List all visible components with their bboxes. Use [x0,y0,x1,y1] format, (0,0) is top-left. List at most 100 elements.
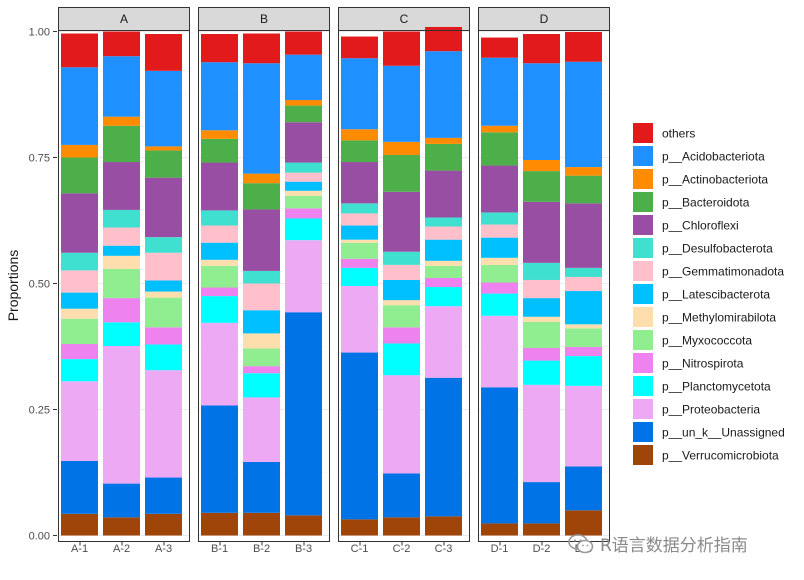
bar-segment-p--proteobacteria [481,315,518,388]
bar-segment-p--nitrospirota [61,343,98,360]
bar-segment-p--latescibacterota [425,239,462,261]
bar-segment-p--bacteroidota [285,105,322,123]
legend-key [633,146,653,166]
bar-segment-p--verrucomicrobiota [383,517,420,536]
bar-segment-p--actinobacteriota [201,130,238,139]
legend-key [633,261,653,281]
bar-segment-p--bacteroidota [243,183,280,210]
bar-segment-p--desulfobacterota [103,209,140,228]
bar-segment-p--gemmatimonadota [61,270,98,293]
bar-segment-p--un-k--unassigned [61,460,98,514]
bar-segment-p--proteobacteria [285,240,322,313]
bar-segment-p--acidobacteriota [285,54,322,101]
bar-segment-p--gemmatimonadota [243,283,280,311]
bar-segment-p--methylomirabilota [481,257,518,265]
watermark: R语言数据分析指南 [568,531,748,556]
bar-segment-p--acidobacteriota [565,61,602,168]
bar-segment-p--acidobacteriota [201,62,238,131]
bar-segment-p--nitrospirota [145,327,182,345]
bar-segment-others [341,36,378,59]
bar-segment-p--desulfobacterota [61,252,98,271]
bar-segment-p--nitrospirota [383,327,420,344]
bar-segment-p--gemmatimonadota [145,252,182,281]
bar-segment-p--desulfobacterota [565,267,602,277]
bar-segment-p--desulfobacterota [285,162,322,173]
legend-key [633,307,653,327]
bar-segment-others [523,34,560,64]
y-tick-label: 0.50 [29,279,50,291]
bar-segment-p--acidobacteriota [103,56,140,117]
bar-segment-p--bacteroidota [201,138,238,163]
bar-segment-p--methylomirabilota [103,255,140,269]
bar-segment-p--verrucomicrobiota [341,519,378,536]
bar-segment-p--nitrospirota [341,258,378,268]
bar-segment-p--gemmatimonadota [383,264,420,280]
bar-segment-p--un-k--unassigned [425,377,462,517]
bar-segment-p--methylomirabilota [201,259,238,266]
bar-segment-p--myxococcota [285,195,322,209]
bar-segment-p--actinobacteriota [481,125,518,133]
bar-segment-p--latescibacterota [383,279,420,301]
bar-segment-p--actinobacteriota [523,160,560,172]
legend-key [633,330,653,350]
bar-segment-p--un-k--unassigned [565,466,602,511]
bar-segment-p--planctomycetota [145,344,182,371]
bar-segment-p--planctomycetota [61,359,98,382]
bar-segment-p--methylomirabilota [341,239,378,243]
bar-segment-p--verrucomicrobiota [565,510,602,536]
x-tick-label: B-2 [253,543,270,555]
bar-segment-p--proteobacteria [145,370,182,478]
wechat-icon [568,533,594,553]
bar-segment-p--methylomirabilota [425,260,462,266]
bar-segment-p--un-k--unassigned [103,483,140,518]
bar-segment-p--un-k--unassigned [243,461,280,513]
bar-segment-p--nitrospirota [565,347,602,357]
bar-segment-p--latescibacterota [481,237,518,258]
bar-segment-p--planctomycetota [383,343,420,376]
x-tick-label: B-1 [211,543,228,555]
bar-segment-p--desulfobacterota [145,237,182,253]
bar-segment-p--myxococcota [243,348,280,367]
bar-segment-p--myxococcota [523,321,560,349]
bar-segment-p--chloroflexi [341,162,378,204]
bar-segment-p--myxococcota [565,328,602,348]
bar-segment-p--desulfobacterota [425,217,462,227]
bar-segment-p--nitrospirota [425,277,462,288]
bar-segment-p--bacteroidota [565,175,602,204]
bar-segment-p--proteobacteria [341,286,378,353]
bar-segment-p--desulfobacterota [481,212,518,225]
bar-segment-p--actinobacteriota [425,137,462,144]
bar-segment-others [285,31,322,55]
bar-segment-others [383,31,420,66]
bar-segment-p--acidobacteriota [425,51,462,138]
bar-segment-p--nitrospirota [523,348,560,361]
bar-segment-p--planctomycetota [523,360,560,385]
legend-key [633,399,653,419]
bar-segment-p--chloroflexi [201,162,238,211]
bar-segment-p--gemmatimonadota [523,279,560,299]
bar-segment-p--methylomirabilota [565,324,602,329]
legend-key [633,215,653,235]
legend-label: p__Acidobacteriota [662,150,765,164]
bar-segment-p--chloroflexi [523,201,560,263]
bar-segment-p--desulfobacterota [523,262,560,280]
facet-strip-label: A [120,12,128,26]
bar-segment-others [201,34,238,63]
bar-segment-p--acidobacteriota [61,67,98,145]
bar-segment-p--bacteroidota [523,171,560,202]
bar-segment-p--myxococcota [425,265,462,278]
bar-segment-p--chloroflexi [103,162,140,210]
panel-border [338,30,470,542]
bar-segment-p--myxococcota [103,268,140,299]
x-tick-label: C-3 [435,543,453,555]
bar-segment-p--un-k--unassigned [341,352,378,520]
legend-label: p__Latescibacterota [662,288,770,302]
facet-strip-label: D [540,12,549,26]
bar-segment-p--verrucomicrobiota [61,513,98,536]
bar-segment-p--planctomycetota [425,287,462,307]
x-tick-label: D-1 [491,543,509,555]
legend-key [633,123,653,143]
legend-label: p__Myxococcota [662,334,752,348]
bar-segment-p--latescibacterota [103,245,140,256]
